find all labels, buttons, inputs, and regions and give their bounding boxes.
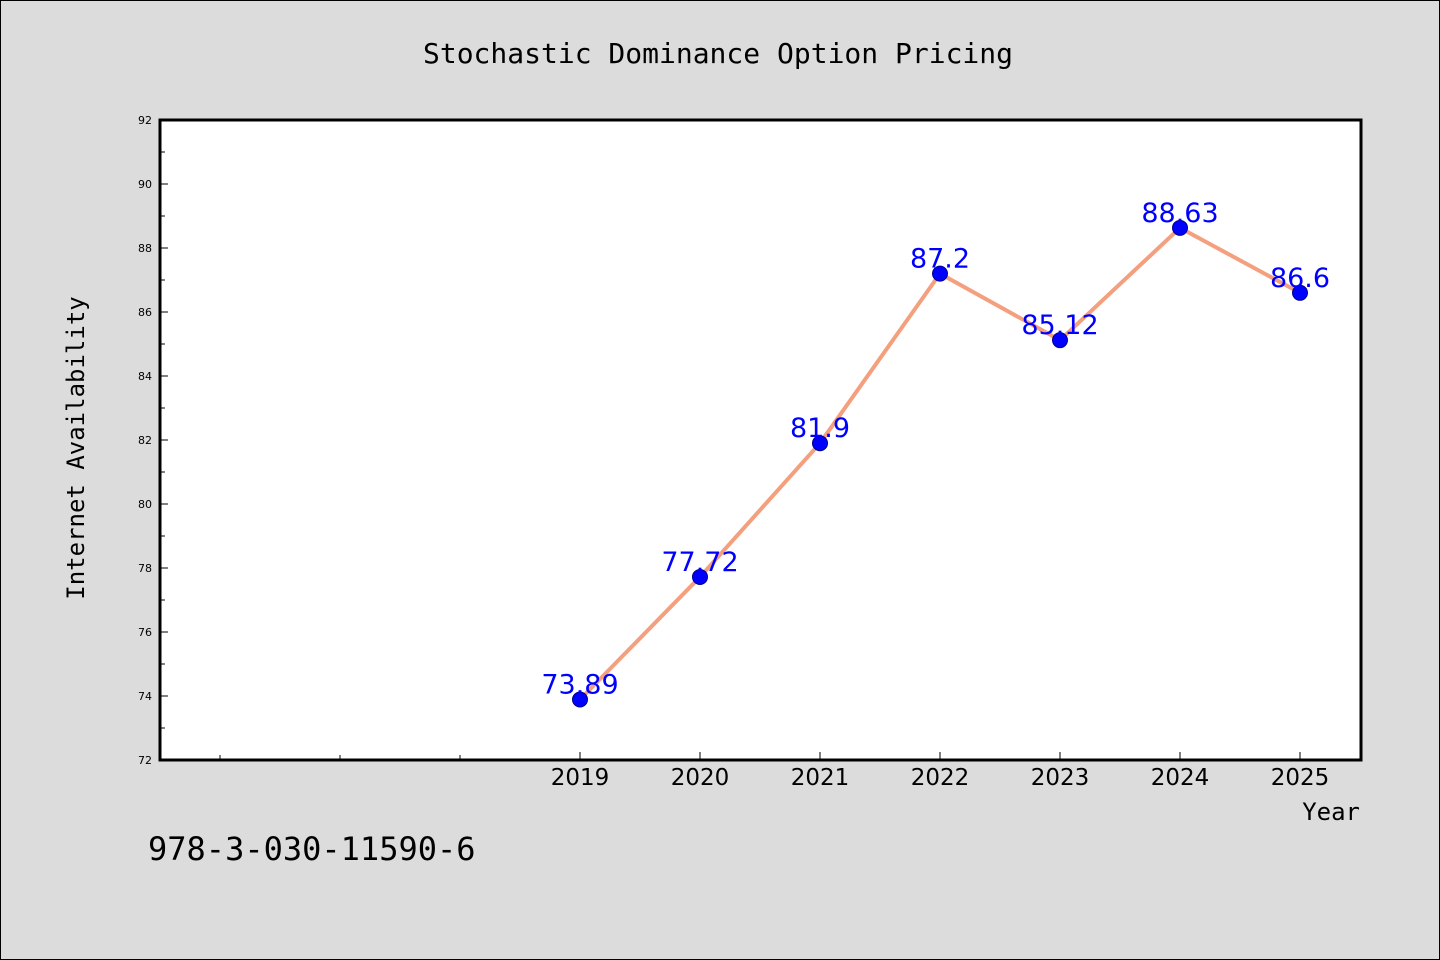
plot-area xyxy=(160,120,1361,760)
y-tick-label: 82 xyxy=(138,434,152,447)
y-tick-label: 80 xyxy=(138,498,152,511)
x-tick-label: 2020 xyxy=(671,765,730,791)
data-point xyxy=(812,435,828,452)
x-tick-label: 2022 xyxy=(911,765,970,791)
y-tick-label: 74 xyxy=(138,690,152,703)
data-label: 73.89 xyxy=(541,670,618,701)
x-axis: 2019 2020 2021 2022 2023 2024 2025 xyxy=(219,752,1330,791)
x-axis-label: Year xyxy=(1302,798,1360,826)
data-point xyxy=(1292,284,1308,301)
data-label: 87.2 xyxy=(910,244,970,275)
x-tick-label: 2024 xyxy=(1151,765,1210,791)
x-tick-label: 2023 xyxy=(1031,765,1090,791)
data-point xyxy=(1172,219,1188,236)
y-axis: 72 74 76 78 80 82 84 86 88 90 92 xyxy=(138,114,168,767)
chart-title: Stochastic Dominance Option Pricing xyxy=(423,37,1013,70)
y-tick-label: 86 xyxy=(138,306,152,319)
plot-border xyxy=(158,118,1363,762)
y-tick-label: 76 xyxy=(138,626,152,639)
data-point xyxy=(572,691,588,708)
y-tick-label: 90 xyxy=(138,178,152,191)
x-tick-label: 2021 xyxy=(791,765,850,791)
y-tick-label: 72 xyxy=(138,754,152,767)
data-point xyxy=(932,265,948,282)
series-group: 73.89 77.72 81.9 87.2 85.12 88.63 86.6 xyxy=(541,198,1330,708)
y-axis-label: Internet Availability xyxy=(62,296,90,599)
x-tick-label: 2025 xyxy=(1271,765,1330,791)
data-label: 85.12 xyxy=(1021,310,1098,341)
x-tick-label: 2019 xyxy=(551,765,610,791)
y-tick-label: 78 xyxy=(138,562,152,575)
isbn-text: 978-3-030-11590-6 xyxy=(148,830,476,868)
data-label: 77.72 xyxy=(661,547,738,578)
data-point xyxy=(692,568,708,585)
y-tick-label: 88 xyxy=(138,242,152,255)
y-tick-label: 84 xyxy=(138,370,152,383)
data-label: 88.63 xyxy=(1141,198,1218,229)
data-label: 81.9 xyxy=(790,413,850,444)
data-label: 86.6 xyxy=(1270,263,1330,294)
data-point xyxy=(1052,332,1068,349)
y-tick-label: 92 xyxy=(138,114,152,127)
